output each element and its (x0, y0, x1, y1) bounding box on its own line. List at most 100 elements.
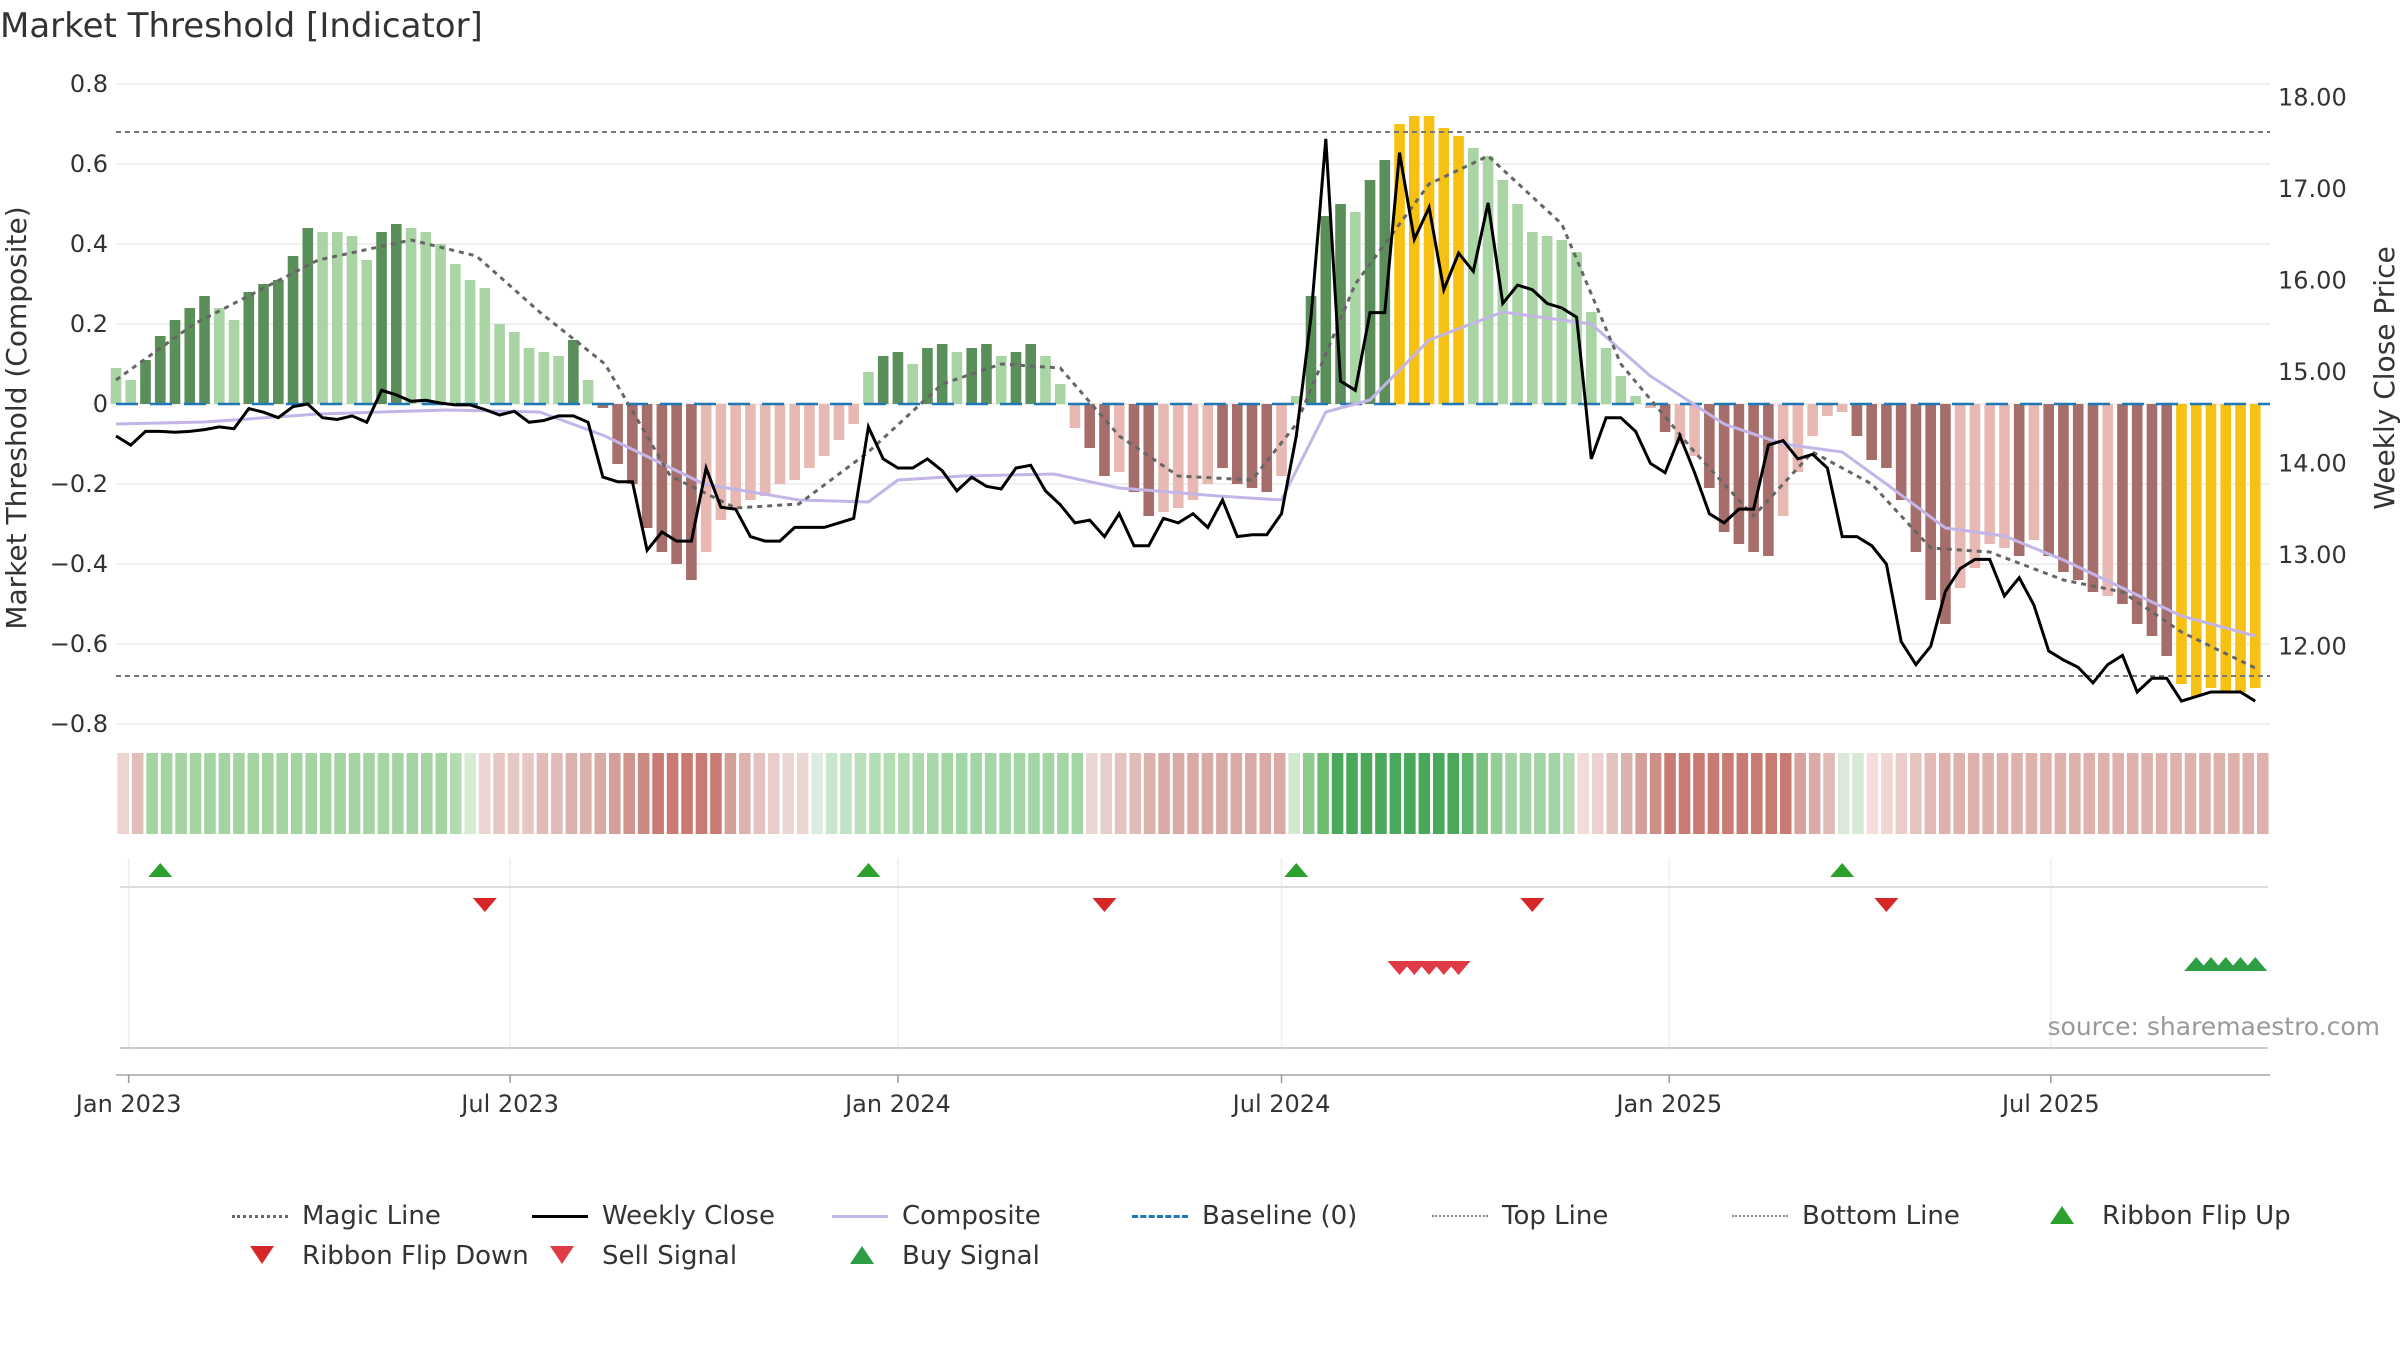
y-right-tick-label: 18.00 (2278, 84, 2347, 112)
legend: Magic Line Weekly Close Composite Baseline … (230, 1200, 2370, 1272)
ribbon-segment (1172, 753, 1185, 834)
threshold-bar (2190, 404, 2202, 696)
legend-swatch (1430, 1206, 1490, 1226)
legend-swatch (1730, 1206, 1790, 1226)
ribbon-segment (1577, 753, 1590, 834)
threshold-bar (523, 348, 535, 404)
triangle-up-icon (850, 1246, 874, 1264)
line-sample (232, 1215, 288, 1218)
sell-signal-marker (1446, 961, 1471, 975)
threshold-bar (1689, 404, 1700, 456)
y-left-tick-label: −0.8 (50, 710, 108, 738)
threshold-bar (169, 320, 181, 404)
legend-label: Baseline (0) (1202, 1201, 1358, 1231)
threshold-bar (1423, 116, 1435, 404)
threshold-bar (2058, 404, 2069, 572)
legend-label: Composite (902, 1201, 1041, 1231)
threshold-bar (2028, 404, 2040, 540)
ribbon-segment (334, 753, 346, 834)
ribbon-segment (377, 753, 390, 834)
threshold-bar (715, 404, 727, 520)
legend-swatch (830, 1246, 890, 1266)
x-tick-label: Jan 2023 (74, 1090, 182, 1118)
ribbon-segment (348, 753, 361, 834)
ribbon-segment (218, 753, 231, 834)
legend-swatch (230, 1206, 290, 1226)
ribbon-segment (710, 753, 722, 834)
ribbon-segment (1649, 753, 1662, 834)
threshold-bar (1925, 404, 1936, 600)
ribbon-segment (1346, 753, 1358, 834)
ribbon-segment (1881, 753, 1893, 834)
threshold-bar (243, 292, 255, 404)
y-right-tick-label: 13.00 (2278, 541, 2347, 569)
ribbon-segment (406, 753, 419, 834)
ribbon-segment (146, 753, 158, 834)
ribbon-segment (1591, 753, 1604, 834)
threshold-bar (1954, 404, 1966, 588)
ribbon-segment (363, 753, 375, 834)
threshold-bar (1143, 404, 1155, 516)
ribbon-segment (1808, 753, 1821, 834)
threshold-bar (2072, 404, 2084, 580)
ribbon-segment (175, 753, 187, 834)
ribbon-segment (1288, 753, 1300, 834)
threshold-bar (582, 380, 594, 404)
ribbon-segment (1823, 753, 1835, 834)
threshold-bar (1349, 212, 1361, 404)
threshold-bar (272, 280, 284, 404)
ribbon-segment (854, 753, 867, 834)
ribbon-segment (2025, 753, 2038, 834)
ribbon-segment (1635, 753, 1647, 834)
ribbon-segment (1490, 753, 1503, 834)
threshold-bar (184, 308, 196, 404)
threshold-bar (1822, 404, 1833, 416)
threshold-bar (110, 368, 122, 404)
ribbon-segment (753, 753, 766, 834)
threshold-bar (2043, 404, 2055, 556)
threshold-bar (759, 404, 771, 496)
threshold-bar (1851, 404, 1863, 436)
y-right-tick-label: 14.00 (2278, 449, 2347, 477)
ribbon-segment (739, 753, 751, 834)
threshold-bar (2013, 404, 2025, 556)
threshold-bar (479, 288, 491, 404)
ribbon-segment (1375, 753, 1387, 834)
threshold-bar (391, 224, 402, 404)
ribbon-segment (623, 753, 635, 834)
threshold-bar (892, 352, 904, 404)
threshold-bar (656, 404, 668, 552)
ribbon-segment (1505, 753, 1517, 834)
threshold-bar (1482, 156, 1494, 404)
ribbon-flip-up-marker (1284, 863, 1309, 877)
threshold-bar (1379, 160, 1391, 404)
ribbon-flip-down-marker (1874, 898, 1899, 912)
ribbon-segment (681, 753, 693, 834)
threshold-bar (981, 344, 992, 404)
y-right-tick-label: 16.00 (2278, 267, 2347, 295)
y-right-tick-label: 15.00 (2278, 358, 2347, 386)
ribbon-segment (1100, 753, 1113, 834)
legend-item: Baseline (0) (1130, 1200, 1430, 1232)
ribbon-segment (1751, 753, 1763, 834)
threshold-bar (700, 404, 712, 552)
ribbon-segment (551, 753, 563, 834)
ribbon-segment (319, 753, 332, 834)
threshold-bar (1999, 404, 2010, 548)
threshold-bar (1231, 404, 1243, 484)
threshold-bar (2087, 404, 2099, 592)
threshold-bar (1335, 204, 1346, 404)
y-left-axis-title: Market Threshold (Composite) (0, 206, 33, 629)
threshold-bar (1408, 116, 1420, 404)
threshold-bar (1320, 216, 1332, 404)
threshold-bar (1497, 180, 1509, 404)
ribbon-segment (2011, 753, 2023, 834)
chart-title: Market Threshold [Indicator] (0, 6, 483, 46)
legend-label: Ribbon Flip Up (2102, 1201, 2291, 1231)
ribbon-segment (695, 753, 708, 834)
ribbon-segment (1563, 753, 1575, 834)
ribbon-segment (2097, 753, 2110, 834)
threshold-bar (1290, 396, 1302, 404)
ribbon-segment (1331, 753, 1344, 834)
ribbon-segment (522, 753, 534, 834)
